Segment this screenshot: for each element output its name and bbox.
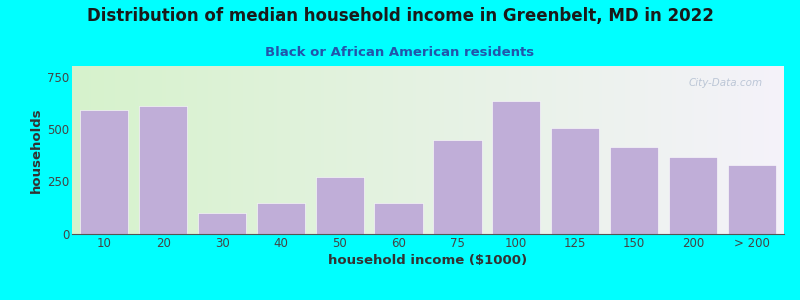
Bar bbox=[139, 106, 187, 234]
Text: Black or African American residents: Black or African American residents bbox=[266, 46, 534, 59]
Bar bbox=[198, 213, 246, 234]
Bar bbox=[374, 203, 422, 234]
Bar bbox=[492, 101, 540, 234]
Y-axis label: households: households bbox=[30, 107, 43, 193]
Bar bbox=[80, 110, 129, 234]
X-axis label: household income ($1000): household income ($1000) bbox=[329, 254, 527, 267]
Bar bbox=[316, 177, 364, 234]
Bar bbox=[434, 140, 482, 234]
Bar bbox=[727, 165, 776, 234]
Bar bbox=[551, 128, 599, 234]
Text: City-Data.com: City-Data.com bbox=[689, 78, 762, 88]
Bar bbox=[669, 157, 717, 234]
Bar bbox=[257, 202, 305, 234]
Text: Distribution of median household income in Greenbelt, MD in 2022: Distribution of median household income … bbox=[86, 8, 714, 26]
Bar bbox=[610, 147, 658, 234]
